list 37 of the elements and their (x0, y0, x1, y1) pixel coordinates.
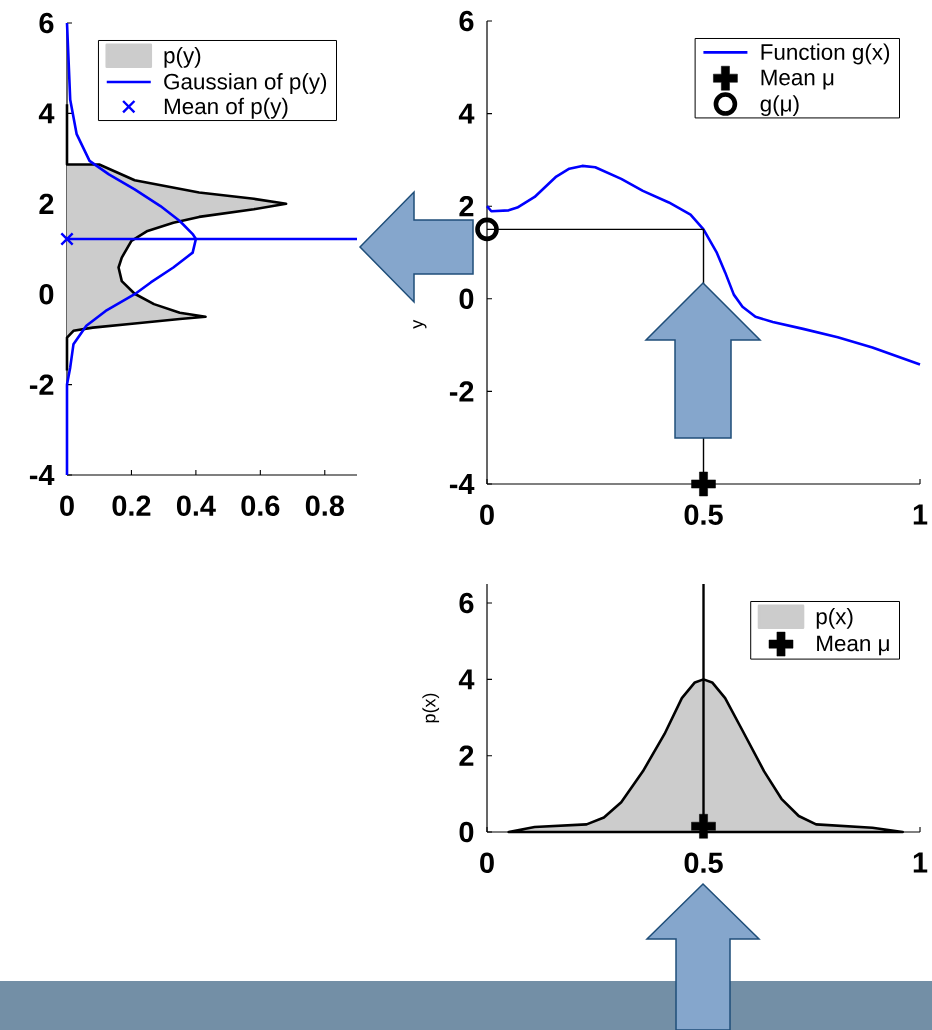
legend-label: Function g(x) (761, 43, 890, 65)
y-tick-label: 2 (39, 193, 54, 214)
x-tick-label: 0 (60, 495, 74, 516)
y-axis-title: y (413, 319, 427, 329)
x-tick-label: 0.6 (241, 495, 280, 516)
y-tick-label: -2 (449, 381, 474, 402)
x-tick-label: 0 (480, 504, 494, 525)
legend-label: Mean μ (817, 635, 889, 656)
y-tick-label: 4 (458, 669, 475, 690)
x-tick-label: 0.2 (112, 495, 151, 516)
y-tick-label: -4 (449, 474, 475, 494)
y-tick-label: 4 (458, 103, 475, 124)
legend-label: Gaussian of p(y) (164, 73, 327, 94)
y-tick-label: 2 (459, 196, 474, 217)
x-tick-label: 0.4 (176, 495, 216, 516)
y-axis-title: p(x) (422, 693, 440, 723)
y-tick-label: -2 (29, 374, 54, 395)
y-tick-label: 6 (459, 10, 474, 32)
y-tick-label: 4 (38, 103, 55, 124)
y-tick-label: 0 (39, 283, 54, 305)
y-tick-label: 2 (459, 745, 474, 766)
y-tick-label: 6 (459, 592, 474, 614)
x-tick-label: 1 (913, 504, 928, 525)
y-tick-label: 0 (459, 821, 474, 843)
x-tick-label: 1 (913, 852, 928, 873)
legend-label: Mean μ (761, 69, 834, 90)
x-tick-label: 0.5 (684, 852, 723, 873)
x-tick-label: 0.8 (305, 495, 344, 516)
x-tick-label: 0.5 (684, 504, 723, 525)
y-tick-label: -4 (29, 465, 55, 485)
x-tick-label: 0 (480, 852, 494, 873)
legend-label: p(x) (816, 607, 853, 629)
y-tick-label: 0 (459, 288, 474, 310)
y-tick-label: 6 (39, 12, 54, 34)
legend-label: Mean of p(y) (164, 97, 288, 119)
legend-label: g(μ) (760, 95, 799, 117)
legend-label: p(y) (164, 46, 201, 68)
